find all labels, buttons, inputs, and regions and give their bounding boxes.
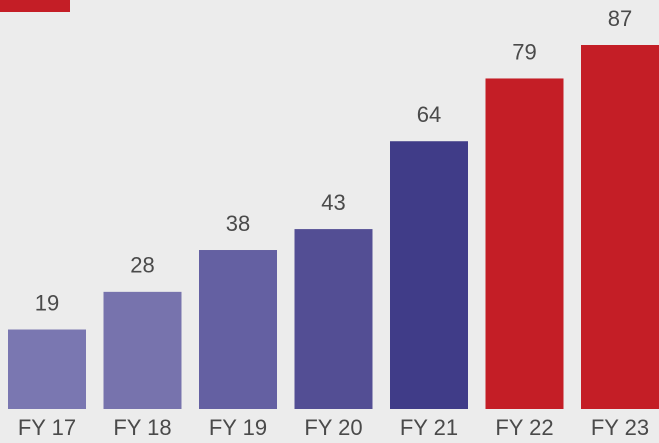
value-label: 38 (226, 211, 250, 236)
bar (581, 45, 659, 409)
brand-accent (0, 0, 70, 12)
x-tick-label: FY 23 (591, 415, 649, 440)
value-label: 87 (608, 6, 632, 31)
x-tick-label: FY 19 (209, 415, 267, 440)
value-label: 28 (130, 253, 154, 278)
bar (390, 141, 468, 409)
value-label: 79 (512, 39, 536, 64)
x-tick-label: FY 18 (113, 415, 171, 440)
x-tick-label: FY 17 (18, 415, 76, 440)
bar (8, 329, 86, 409)
x-tick-label: FY 20 (304, 415, 362, 440)
x-tick-label: FY 22 (495, 415, 553, 440)
value-label: 19 (35, 290, 59, 315)
value-label: 43 (321, 190, 345, 215)
bar (199, 250, 277, 409)
value-label: 64 (417, 102, 441, 127)
bar (103, 291, 182, 409)
x-tick-label: FY 21 (400, 415, 458, 440)
bar (294, 229, 373, 409)
bar (485, 78, 564, 410)
